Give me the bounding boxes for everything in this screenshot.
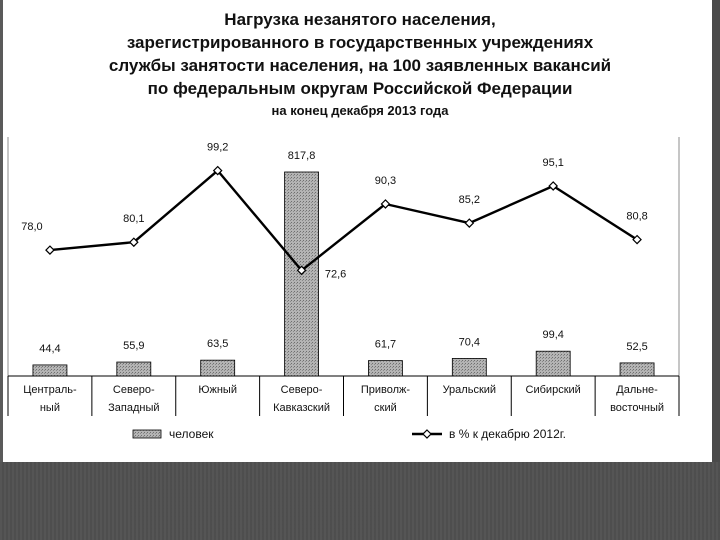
bar-chelovek-6 (535, 350, 571, 377)
chart-subtitle: на конец декабря 2013 года (271, 103, 449, 118)
x-tick-label-7-0: Дальне- (616, 384, 658, 396)
bar-chelovek-4 (368, 360, 403, 377)
line-marker-0 (45, 245, 55, 255)
legend-label-line: в % к декабрю 2012г. (449, 427, 566, 441)
x-tick-label-5-0: Уральский (443, 384, 496, 396)
legend-label-bars: человек (169, 427, 214, 441)
bar-chelovek-5 (451, 358, 487, 377)
line-marker-7 (632, 234, 642, 245)
line-value-label-5: 85,2 (459, 194, 480, 206)
frame-bottom-panel (0, 462, 720, 540)
line-marker-3 (296, 265, 307, 276)
bar-value-label-3: 817,8 (288, 150, 316, 162)
bar-value-label-4: 61,7 (375, 339, 396, 351)
chart-svg: 44,4 55,9 63,5 817,8 61,7 70,4 99,4 52,5 78,0 80,… (7, 137, 680, 441)
bar-chelovek-7 (619, 362, 655, 377)
x-tick-label-2-0: Южный (198, 384, 237, 396)
x-tick-label-0-0: Централь- (23, 384, 77, 396)
x-tick-label-1-1: Западный (108, 402, 159, 414)
bar-chelovek-1 (116, 361, 152, 377)
line-marker-4 (380, 199, 391, 209)
x-tick-label-6-0: Сибирский (526, 384, 581, 396)
line-value-label-3: 72,6 (325, 268, 346, 280)
legend-swatch-bars (132, 429, 162, 439)
bar-chelovek-2 (200, 359, 236, 377)
bar-value-label-5: 70,4 (459, 336, 480, 348)
bar-value-label-6: 99,4 (542, 329, 563, 341)
line-value-label-6: 95,1 (542, 157, 563, 169)
x-tick-label-0-1: ный (40, 402, 60, 414)
x-tick-label-4-0: Приволж- (361, 384, 411, 396)
bar-value-label-0: 44,4 (39, 343, 60, 355)
line-value-label-4: 90,3 (375, 175, 396, 187)
line-marker-2 (212, 165, 223, 176)
x-tick-label-3-0: Северо- (281, 384, 323, 396)
line-value-label-0: 78,0 (21, 221, 42, 233)
line-marker-1 (128, 237, 139, 248)
line-marker-5 (464, 218, 475, 228)
chart-title-block: Нагрузка незанятого населения, зарегистр… (0, 8, 720, 121)
line-value-label-7: 80,8 (626, 211, 647, 223)
line-value-label-1: 80,1 (123, 213, 144, 225)
bar-value-label-7: 52,5 (626, 341, 647, 353)
bar-value-label-1: 55,9 (123, 340, 144, 352)
chart-title-line-1: Нагрузка незанятого населения, (224, 10, 496, 29)
frame-right-border (712, 0, 720, 540)
x-tick-label-1-0: Северо- (113, 384, 155, 396)
chart-title-line-3: службы занятости населения, на 100 заявл… (108, 56, 612, 75)
frame-left-border (0, 0, 3, 540)
line-marker-6 (548, 181, 559, 191)
bar-value-label-2: 63,5 (207, 338, 228, 350)
x-tick-label-3-1: Кавказский (273, 402, 330, 414)
bar-chelovek-0 (32, 364, 68, 377)
series-line-percent (49, 169, 638, 272)
chart-title-line-2: зарегистрированного в государственных уч… (126, 33, 594, 52)
x-tick-label-4-1: ский (374, 402, 397, 414)
legend-swatch-marker (422, 429, 432, 439)
chart-title-line-4: по федеральным округам Российской Федера… (147, 79, 573, 98)
line-value-label-2: 99,2 (207, 142, 228, 154)
x-tick-label-7-1: восточный (610, 402, 664, 414)
